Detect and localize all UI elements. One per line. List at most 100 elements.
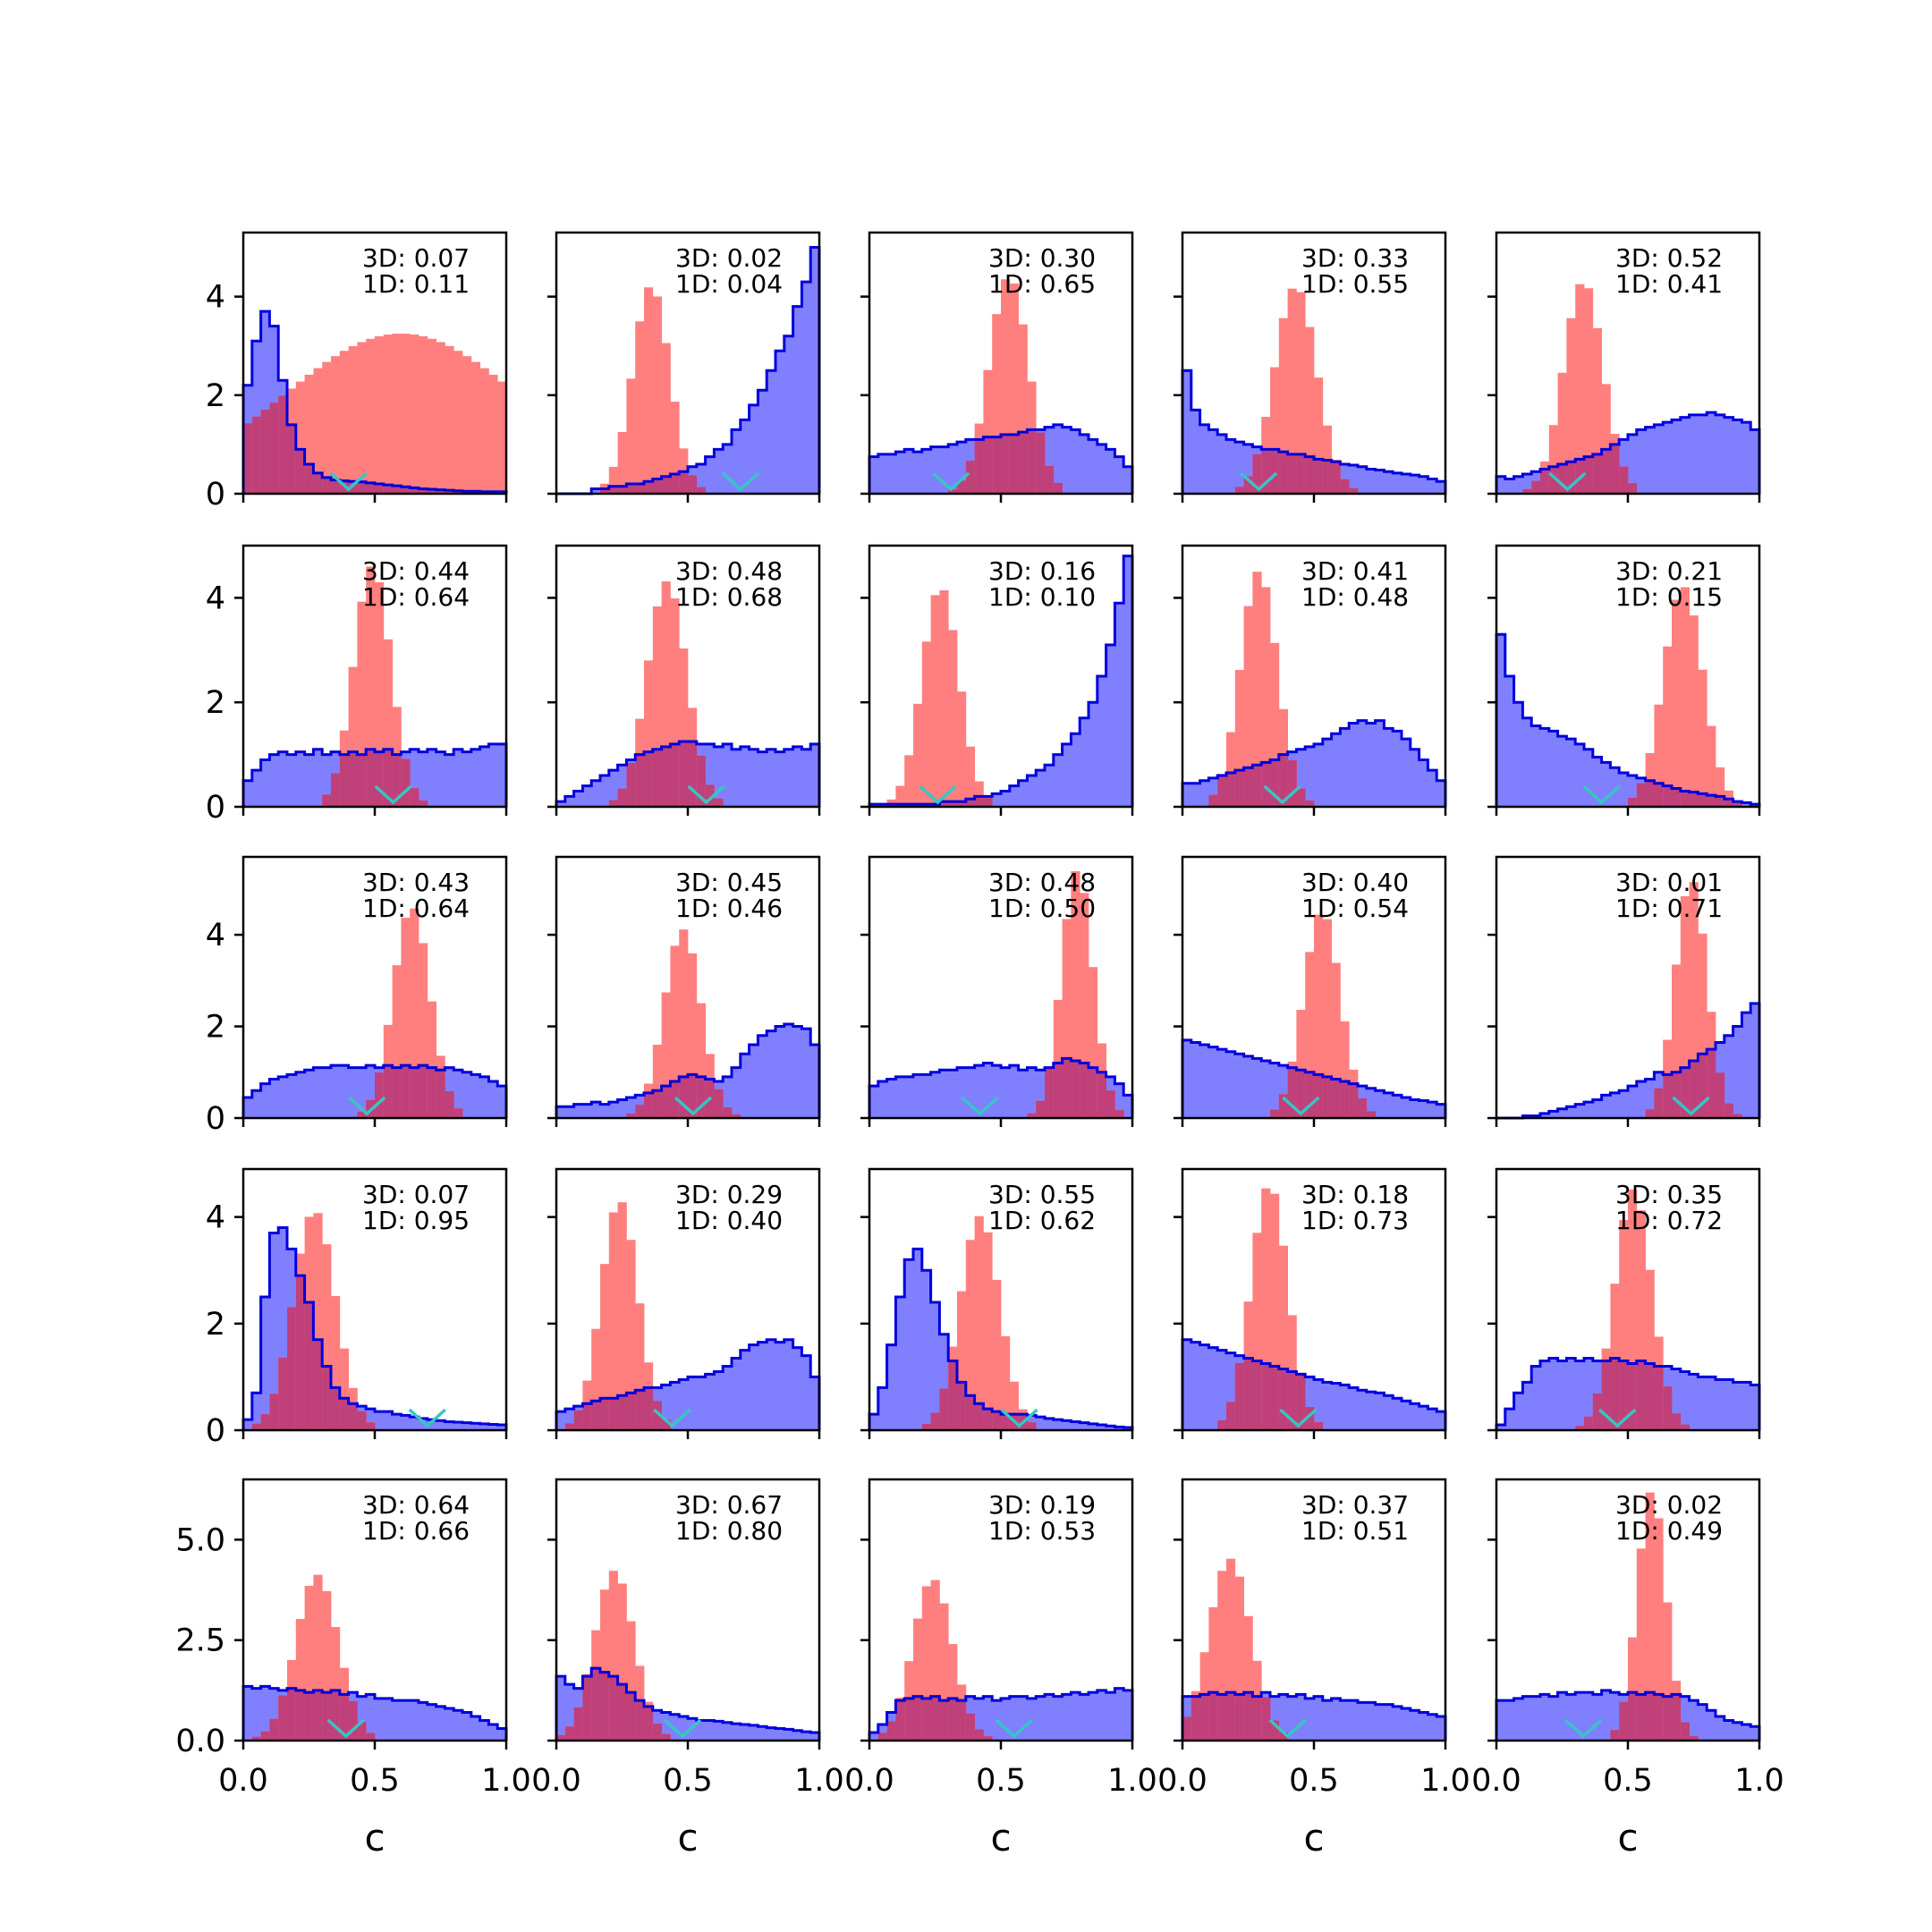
- overlap-bar: [1018, 432, 1028, 494]
- overlap-bar: [436, 489, 445, 494]
- y-tick-label: 2: [206, 378, 225, 414]
- red-histogram-bar: [974, 781, 984, 807]
- annotation-1d: 1D: 0.50: [988, 894, 1096, 923]
- overlap-bar: [1619, 1701, 1629, 1741]
- red-histogram-bar: [1226, 732, 1236, 807]
- overlap-bar: [1636, 783, 1646, 807]
- overlap-bar: [1314, 459, 1324, 494]
- red-histogram-bar: [1654, 704, 1664, 807]
- overlap-bar: [921, 1698, 931, 1741]
- red-histogram-bar: [1217, 1571, 1227, 1741]
- overlap-bar: [1278, 754, 1288, 807]
- red-histogram-bar: [1296, 1009, 1306, 1118]
- true-value-marker: [663, 1718, 702, 1739]
- overlap-bar: [930, 1696, 940, 1741]
- overlap-bar: [1278, 452, 1288, 494]
- red-histogram-bar: [488, 374, 498, 494]
- overlap-bar: [1252, 1696, 1262, 1741]
- overlap-bar: [304, 1301, 314, 1430]
- overlap-bar: [410, 487, 419, 494]
- y-tick-label: 4: [206, 580, 225, 616]
- overlap-bar: [1733, 801, 1742, 807]
- annotation-3d: 3D: 0.64: [362, 1490, 470, 1520]
- red-histogram-bar: [921, 1586, 931, 1741]
- y-tick-label: 5.0: [175, 1522, 225, 1558]
- overlap-bar: [1261, 1697, 1271, 1741]
- red-histogram-bar: [1566, 318, 1576, 494]
- overlap-bar: [913, 1696, 923, 1741]
- x-tick-label: 0.0: [1471, 1763, 1521, 1799]
- red-histogram-bar: [1252, 572, 1262, 807]
- overlap-bar: [1243, 767, 1253, 807]
- red-histogram-bar: [670, 945, 680, 1118]
- overlap-bar: [339, 1398, 349, 1430]
- overlap-bar: [1672, 1694, 1682, 1741]
- red-histogram-bar: [1080, 893, 1089, 1118]
- red-histogram-bar: [670, 402, 680, 494]
- overlap-bar: [1698, 793, 1707, 807]
- blue-histogram-outline: [242, 1684, 508, 1741]
- red-histogram-bar: [644, 287, 654, 494]
- true-value-marker: [919, 784, 957, 805]
- overlap-bar: [1610, 1358, 1620, 1430]
- red-histogram-bar: [427, 338, 436, 494]
- overlap-bar: [1252, 1360, 1262, 1430]
- overlap-bar: [1540, 469, 1550, 494]
- red-histogram-bar: [635, 1303, 645, 1430]
- overlap-bar: [1331, 1079, 1341, 1118]
- overlap-bar: [287, 1688, 297, 1741]
- overlap-bar: [670, 743, 680, 807]
- overlap-bar: [1287, 759, 1297, 807]
- blue-histogram-outline: [868, 1247, 1134, 1430]
- overlap-bar: [1278, 1732, 1288, 1741]
- true-value-marker: [1598, 1408, 1637, 1428]
- x-tick-label: 0.0: [844, 1763, 894, 1799]
- y-tick-label: 2: [206, 1010, 225, 1046]
- red-histogram-bar: [608, 1571, 618, 1741]
- true-value-marker: [687, 784, 725, 805]
- blue-histogram-fill: [556, 1023, 819, 1118]
- annotation-3d: 3D: 0.18: [1301, 1180, 1409, 1209]
- red-histogram-bar: [1243, 606, 1253, 807]
- overlap-bar: [965, 461, 975, 494]
- overlap-bar: [1592, 453, 1602, 494]
- overlap-bar: [287, 424, 297, 494]
- overlap-bar: [243, 423, 253, 494]
- overlap-bar: [331, 479, 341, 494]
- overlap-bar: [1027, 1113, 1037, 1118]
- blue-histogram-fill: [556, 247, 819, 494]
- overlap-bar: [1610, 444, 1620, 494]
- overlap-bar: [1296, 1070, 1306, 1118]
- red-histogram-bar: [626, 1240, 636, 1430]
- overlap-bar: [392, 486, 402, 494]
- true-value-marker: [326, 1718, 365, 1739]
- overlap-bar: [983, 436, 993, 494]
- overlap-bar: [383, 485, 393, 494]
- overlap-bar: [714, 798, 724, 807]
- overlap-bar: [348, 1403, 358, 1430]
- overlap-bar: [1261, 1363, 1271, 1430]
- x-tick-label: 1.0: [1734, 1763, 1784, 1799]
- overlap-bar: [886, 1721, 896, 1741]
- overlap-bar: [1270, 759, 1280, 807]
- true-value-marker: [1240, 471, 1278, 492]
- red-histogram-bar: [1226, 1558, 1236, 1741]
- red-histogram-bar: [1278, 1245, 1288, 1430]
- red-histogram-bar: [1243, 1615, 1253, 1741]
- overlap-bar: [1287, 453, 1297, 494]
- overlap-bar: [375, 483, 385, 494]
- overlap-bar: [591, 1668, 601, 1741]
- overlap-bar: [1672, 788, 1682, 807]
- true-value-marker: [674, 1096, 713, 1116]
- overlap-bar: [1601, 1360, 1611, 1430]
- overlap-bar: [723, 1106, 733, 1118]
- overlap-bar: [1080, 1063, 1089, 1118]
- red-histogram-bar: [608, 1212, 618, 1430]
- overlap-bar: [304, 463, 314, 494]
- overlap-bar: [921, 1423, 931, 1430]
- overlap-bar: [652, 1401, 662, 1430]
